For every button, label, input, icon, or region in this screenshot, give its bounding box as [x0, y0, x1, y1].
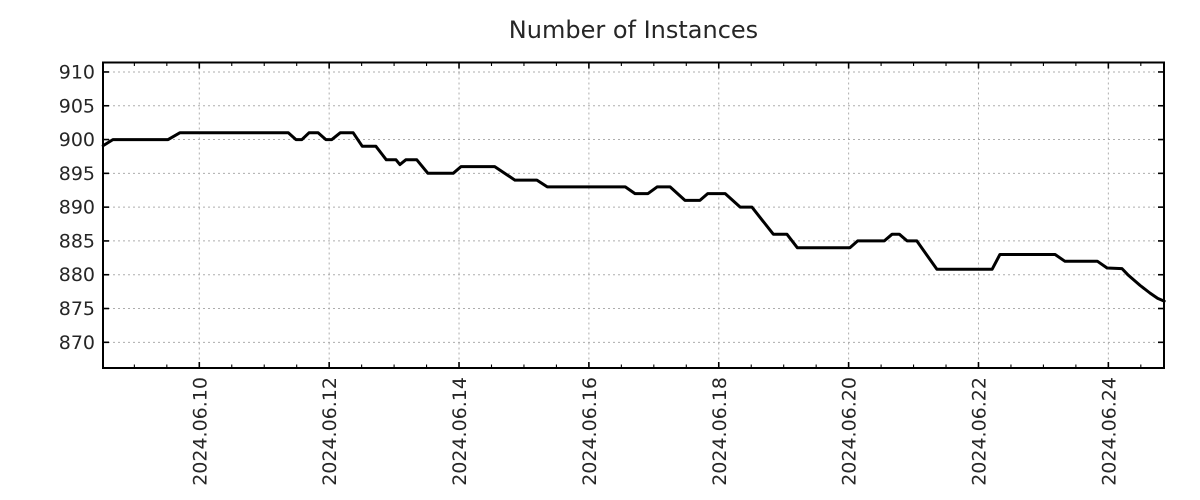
x-tick-label: 2024.06.22 — [968, 377, 990, 486]
x-tick-label: 2024.06.18 — [709, 377, 731, 486]
y-tick-label: 910 — [59, 61, 95, 83]
x-tick-label: 2024.06.24 — [1098, 377, 1120, 486]
y-tick-label: 890 — [59, 197, 95, 219]
y-tick-label: 885 — [59, 230, 95, 252]
x-tick-label: 2024.06.10 — [189, 377, 211, 486]
y-tick-label: 870 — [59, 332, 95, 354]
chart-title: Number of Instances — [509, 16, 758, 44]
x-tick-label: 2024.06.20 — [839, 377, 861, 486]
y-tick-label: 875 — [59, 298, 95, 320]
y-tick-label: 905 — [59, 95, 95, 117]
x-tick-label: 2024.06.14 — [449, 377, 471, 486]
plot-area: 870 875 880 885 890 895 900 905 910 2024.06.10 202… — [59, 61, 1166, 486]
plot-border — [102, 61, 1165, 369]
series-line — [101, 131, 1166, 303]
x-tick-label: 2024.06.16 — [579, 377, 601, 486]
x-tick-label: 2024.06.12 — [319, 377, 341, 486]
y-tick-label: 880 — [59, 264, 95, 286]
y-tick-label: 900 — [59, 129, 95, 151]
y-tick-label: 895 — [59, 163, 95, 185]
